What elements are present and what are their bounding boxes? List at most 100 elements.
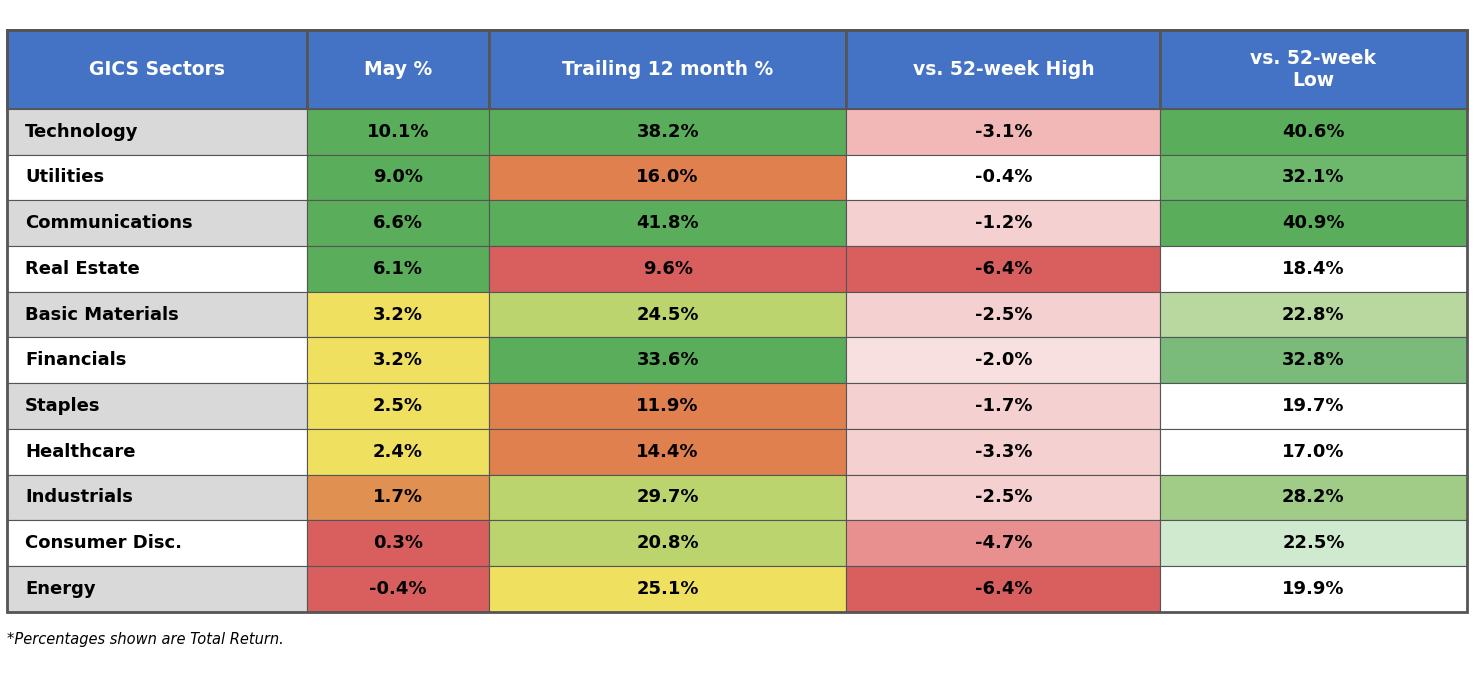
Text: 17.0%: 17.0% <box>1282 443 1344 461</box>
Text: 16.0%: 16.0% <box>637 168 699 187</box>
FancyBboxPatch shape <box>7 292 307 337</box>
Text: Real Estate: Real Estate <box>25 260 140 278</box>
Text: 19.9%: 19.9% <box>1282 580 1344 598</box>
FancyBboxPatch shape <box>7 30 307 109</box>
FancyBboxPatch shape <box>1160 155 1467 200</box>
FancyBboxPatch shape <box>307 337 489 383</box>
FancyBboxPatch shape <box>307 475 489 521</box>
Text: 14.4%: 14.4% <box>637 443 699 461</box>
FancyBboxPatch shape <box>846 383 1160 429</box>
Text: Consumer Disc.: Consumer Disc. <box>25 534 183 552</box>
FancyBboxPatch shape <box>7 246 307 292</box>
Text: Trailing 12 month %: Trailing 12 month % <box>562 60 774 79</box>
FancyBboxPatch shape <box>1160 200 1467 246</box>
FancyBboxPatch shape <box>489 200 846 246</box>
Text: 2.4%: 2.4% <box>373 443 423 461</box>
Text: -2.5%: -2.5% <box>974 489 1032 506</box>
Text: 10.1%: 10.1% <box>367 123 429 141</box>
FancyBboxPatch shape <box>846 200 1160 246</box>
Text: Healthcare: Healthcare <box>25 443 136 461</box>
FancyBboxPatch shape <box>1160 337 1467 383</box>
Text: 2.5%: 2.5% <box>373 397 423 415</box>
FancyBboxPatch shape <box>846 337 1160 383</box>
Text: GICS Sectors: GICS Sectors <box>88 60 226 79</box>
FancyBboxPatch shape <box>307 429 489 475</box>
FancyBboxPatch shape <box>1160 521 1467 566</box>
FancyBboxPatch shape <box>489 521 846 566</box>
FancyBboxPatch shape <box>7 383 307 429</box>
Text: Energy: Energy <box>25 580 96 598</box>
FancyBboxPatch shape <box>7 521 307 566</box>
Text: -2.0%: -2.0% <box>974 352 1032 369</box>
FancyBboxPatch shape <box>307 30 489 109</box>
FancyBboxPatch shape <box>1160 292 1467 337</box>
Text: 0.3%: 0.3% <box>373 534 423 552</box>
FancyBboxPatch shape <box>846 566 1160 612</box>
FancyBboxPatch shape <box>489 292 846 337</box>
Text: 33.6%: 33.6% <box>637 352 699 369</box>
FancyBboxPatch shape <box>489 337 846 383</box>
FancyBboxPatch shape <box>7 109 307 155</box>
Text: -6.4%: -6.4% <box>974 580 1032 598</box>
FancyBboxPatch shape <box>307 566 489 612</box>
FancyBboxPatch shape <box>7 200 307 246</box>
FancyBboxPatch shape <box>846 429 1160 475</box>
FancyBboxPatch shape <box>846 521 1160 566</box>
FancyBboxPatch shape <box>489 109 846 155</box>
Text: 28.2%: 28.2% <box>1282 489 1344 506</box>
Text: Basic Materials: Basic Materials <box>25 306 178 324</box>
FancyBboxPatch shape <box>307 246 489 292</box>
Text: 3.2%: 3.2% <box>373 352 423 369</box>
Text: 41.8%: 41.8% <box>637 214 699 232</box>
FancyBboxPatch shape <box>7 155 307 200</box>
FancyBboxPatch shape <box>846 155 1160 200</box>
Text: -0.4%: -0.4% <box>974 168 1032 187</box>
FancyBboxPatch shape <box>307 109 489 155</box>
FancyBboxPatch shape <box>846 475 1160 521</box>
Text: 24.5%: 24.5% <box>637 306 699 324</box>
Text: 11.9%: 11.9% <box>637 397 699 415</box>
Text: Financials: Financials <box>25 352 127 369</box>
FancyBboxPatch shape <box>307 200 489 246</box>
FancyBboxPatch shape <box>7 337 307 383</box>
Text: *Percentages shown are Total Return.: *Percentages shown are Total Return. <box>7 632 284 647</box>
Text: Communications: Communications <box>25 214 193 232</box>
Text: -3.3%: -3.3% <box>974 443 1032 461</box>
Text: 6.1%: 6.1% <box>373 260 423 278</box>
Text: 40.9%: 40.9% <box>1282 214 1344 232</box>
FancyBboxPatch shape <box>489 566 846 612</box>
Text: 1.7%: 1.7% <box>373 489 423 506</box>
Text: 19.7%: 19.7% <box>1282 397 1344 415</box>
FancyBboxPatch shape <box>846 109 1160 155</box>
Text: 9.6%: 9.6% <box>643 260 693 278</box>
Text: 22.8%: 22.8% <box>1282 306 1344 324</box>
FancyBboxPatch shape <box>7 566 307 612</box>
FancyBboxPatch shape <box>1160 246 1467 292</box>
Text: 32.8%: 32.8% <box>1282 352 1344 369</box>
FancyBboxPatch shape <box>489 246 846 292</box>
Text: vs. 52-week
Low: vs. 52-week Low <box>1250 49 1377 90</box>
Text: -2.5%: -2.5% <box>974 306 1032 324</box>
FancyBboxPatch shape <box>489 30 846 109</box>
FancyBboxPatch shape <box>489 475 846 521</box>
Text: 18.4%: 18.4% <box>1282 260 1344 278</box>
FancyBboxPatch shape <box>846 292 1160 337</box>
Text: 3.2%: 3.2% <box>373 306 423 324</box>
FancyBboxPatch shape <box>1160 429 1467 475</box>
Text: -1.2%: -1.2% <box>974 214 1032 232</box>
Text: 40.6%: 40.6% <box>1282 123 1344 141</box>
FancyBboxPatch shape <box>307 383 489 429</box>
Text: -1.7%: -1.7% <box>974 397 1032 415</box>
Text: Staples: Staples <box>25 397 100 415</box>
FancyBboxPatch shape <box>846 246 1160 292</box>
FancyBboxPatch shape <box>846 30 1160 109</box>
Text: 20.8%: 20.8% <box>637 534 699 552</box>
Text: 32.1%: 32.1% <box>1282 168 1344 187</box>
FancyBboxPatch shape <box>307 292 489 337</box>
Text: 9.0%: 9.0% <box>373 168 423 187</box>
FancyBboxPatch shape <box>1160 30 1467 109</box>
Text: -0.4%: -0.4% <box>368 580 426 598</box>
FancyBboxPatch shape <box>307 155 489 200</box>
Text: 22.5%: 22.5% <box>1282 534 1344 552</box>
Text: vs. 52-week High: vs. 52-week High <box>912 60 1094 79</box>
